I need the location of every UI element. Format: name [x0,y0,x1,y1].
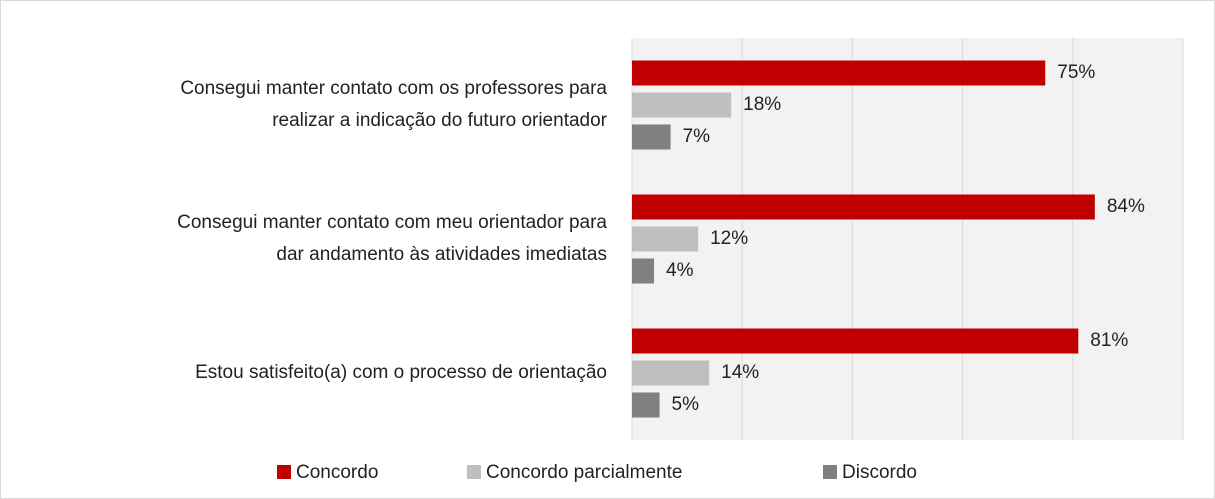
bar [632,124,671,150]
data-label: 12% [710,228,748,249]
legend-swatch [277,465,291,479]
data-label: 75% [1057,62,1095,83]
category-label: Estou satisfeito(a) com o processo de or… [195,362,607,383]
legend-swatch [467,465,481,479]
legend-label: Discordo [842,462,917,483]
bar [632,92,732,118]
category-label: realizar a indicação do futuro orientado… [272,110,607,131]
data-label: 7% [683,126,711,147]
bar [632,60,1046,86]
data-label: 81% [1090,330,1128,351]
data-label: 14% [721,362,759,383]
legend-label: Concordo parcialmente [486,462,682,483]
bar [632,392,660,418]
category-label: dar andamento às atividades imediatas [276,244,607,265]
category-label: Consegui manter contato com os professor… [180,78,607,99]
bar [632,328,1079,354]
data-label: 4% [666,260,694,281]
bar [632,226,699,252]
bar [632,194,1095,220]
data-label: 84% [1107,196,1145,217]
bar [632,360,710,386]
data-label: 5% [672,394,700,415]
bar [632,258,655,284]
category-label: Consegui manter contato com meu orientad… [177,212,607,233]
legend-label: Concordo [296,462,378,483]
legend-swatch [823,465,837,479]
data-label: 18% [743,94,781,115]
